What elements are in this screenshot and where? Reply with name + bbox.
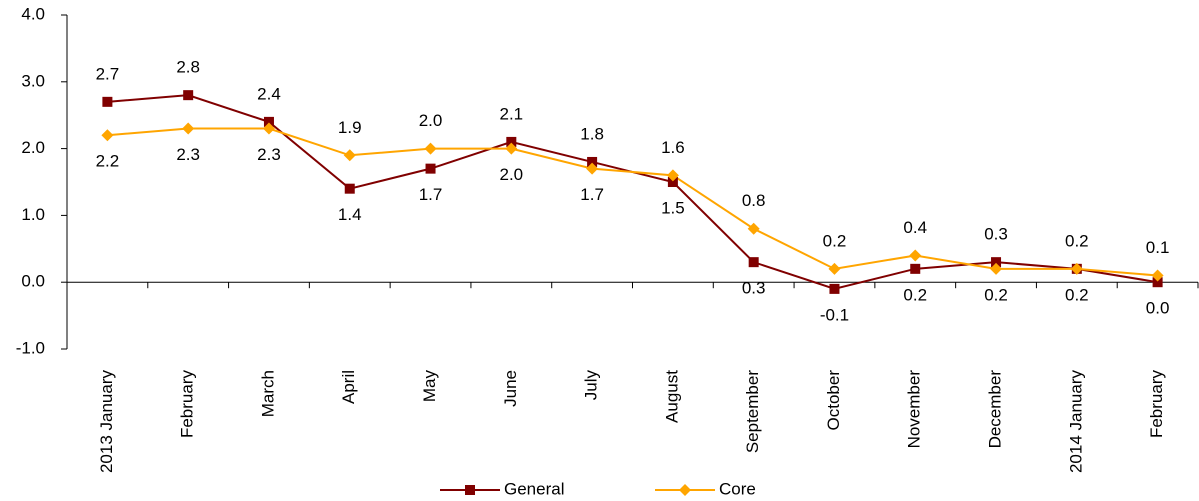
marker	[748, 257, 759, 268]
data-label: 2.0	[419, 111, 443, 130]
x-tick-label: June	[501, 370, 520, 407]
data-label: 1.5	[661, 198, 685, 217]
legend-label: Core	[719, 479, 756, 498]
data-label: -0.1	[820, 305, 849, 324]
marker	[990, 262, 1003, 275]
marker	[262, 122, 275, 135]
marker	[506, 136, 517, 147]
y-tick-label: 0.0	[21, 272, 45, 291]
data-label: 0.2	[903, 285, 927, 304]
data-label: 0.0	[1146, 299, 1170, 318]
series-line	[107, 127, 1158, 277]
data-label: 2.3	[257, 145, 281, 164]
marker	[505, 142, 518, 155]
y-tick-label: 4.0	[21, 4, 45, 23]
data-label: 0.3	[984, 225, 1008, 244]
y-tick-label: 3.0	[21, 71, 45, 90]
x-tick-label: April	[339, 370, 358, 404]
marker	[425, 163, 436, 174]
marker	[1151, 269, 1164, 282]
marker	[182, 122, 195, 135]
marker	[667, 177, 678, 187]
x-tick-label: December	[986, 370, 1005, 449]
x-tick-label: February	[1147, 370, 1166, 439]
marker	[586, 162, 599, 175]
x-tick-label: February	[178, 370, 197, 439]
x-tick-label: August	[662, 370, 681, 423]
data-label: 1.7	[580, 185, 604, 204]
data-label: 0.2	[1065, 231, 1089, 250]
marker	[343, 149, 356, 162]
data-label: 0.3	[742, 279, 766, 298]
data-label: 2.3	[176, 145, 200, 164]
data-label: 1.6	[661, 138, 685, 157]
data-label: 0.2	[1065, 285, 1089, 304]
marker	[991, 257, 1002, 268]
data-label: 2.0	[500, 165, 524, 184]
data-label: 1.8	[580, 124, 604, 143]
x-tick-label: November	[905, 370, 924, 449]
legend-label: General	[504, 479, 564, 498]
marker	[424, 142, 437, 155]
marker	[910, 263, 921, 274]
data-label: 2.2	[96, 152, 120, 171]
marker	[747, 222, 760, 235]
y-tick-label: -1.0	[16, 338, 45, 357]
data-label: 2.4	[257, 84, 281, 103]
marker	[1152, 277, 1163, 288]
marker	[909, 249, 922, 262]
data-label: 1.9	[338, 118, 362, 137]
data-label: 0.8	[742, 191, 766, 210]
data-label: 0.1	[1146, 238, 1170, 257]
marker	[666, 169, 679, 182]
data-label: 1.7	[419, 185, 443, 204]
legend-marker	[679, 484, 691, 496]
data-label: 0.2	[984, 285, 1008, 304]
marker	[263, 116, 274, 127]
x-tick-label: 2013 January	[97, 370, 116, 474]
y-tick-label: 2.0	[21, 138, 45, 157]
x-tick-label: 2014 January	[1066, 370, 1085, 474]
marker	[344, 183, 355, 194]
data-label: 2.7	[96, 64, 120, 83]
y-tick-label: 1.0	[21, 205, 45, 224]
data-label: 0.2	[823, 231, 847, 250]
legend-marker	[465, 485, 475, 495]
data-label: 2.1	[500, 104, 524, 123]
marker	[1070, 262, 1083, 275]
x-tick-label: July	[582, 370, 601, 401]
marker	[101, 129, 114, 142]
data-label: 0.4	[903, 218, 927, 237]
data-label: 1.4	[338, 205, 362, 224]
x-tick-label: March	[258, 370, 277, 417]
x-tick-label: October	[824, 370, 843, 431]
x-tick-label: May	[420, 370, 439, 403]
marker	[102, 96, 113, 107]
marker	[587, 156, 598, 167]
data-label: 2.8	[176, 58, 200, 77]
marker	[183, 90, 194, 101]
marker	[828, 262, 841, 275]
x-tick-label: September	[743, 370, 762, 453]
marker	[829, 283, 840, 294]
